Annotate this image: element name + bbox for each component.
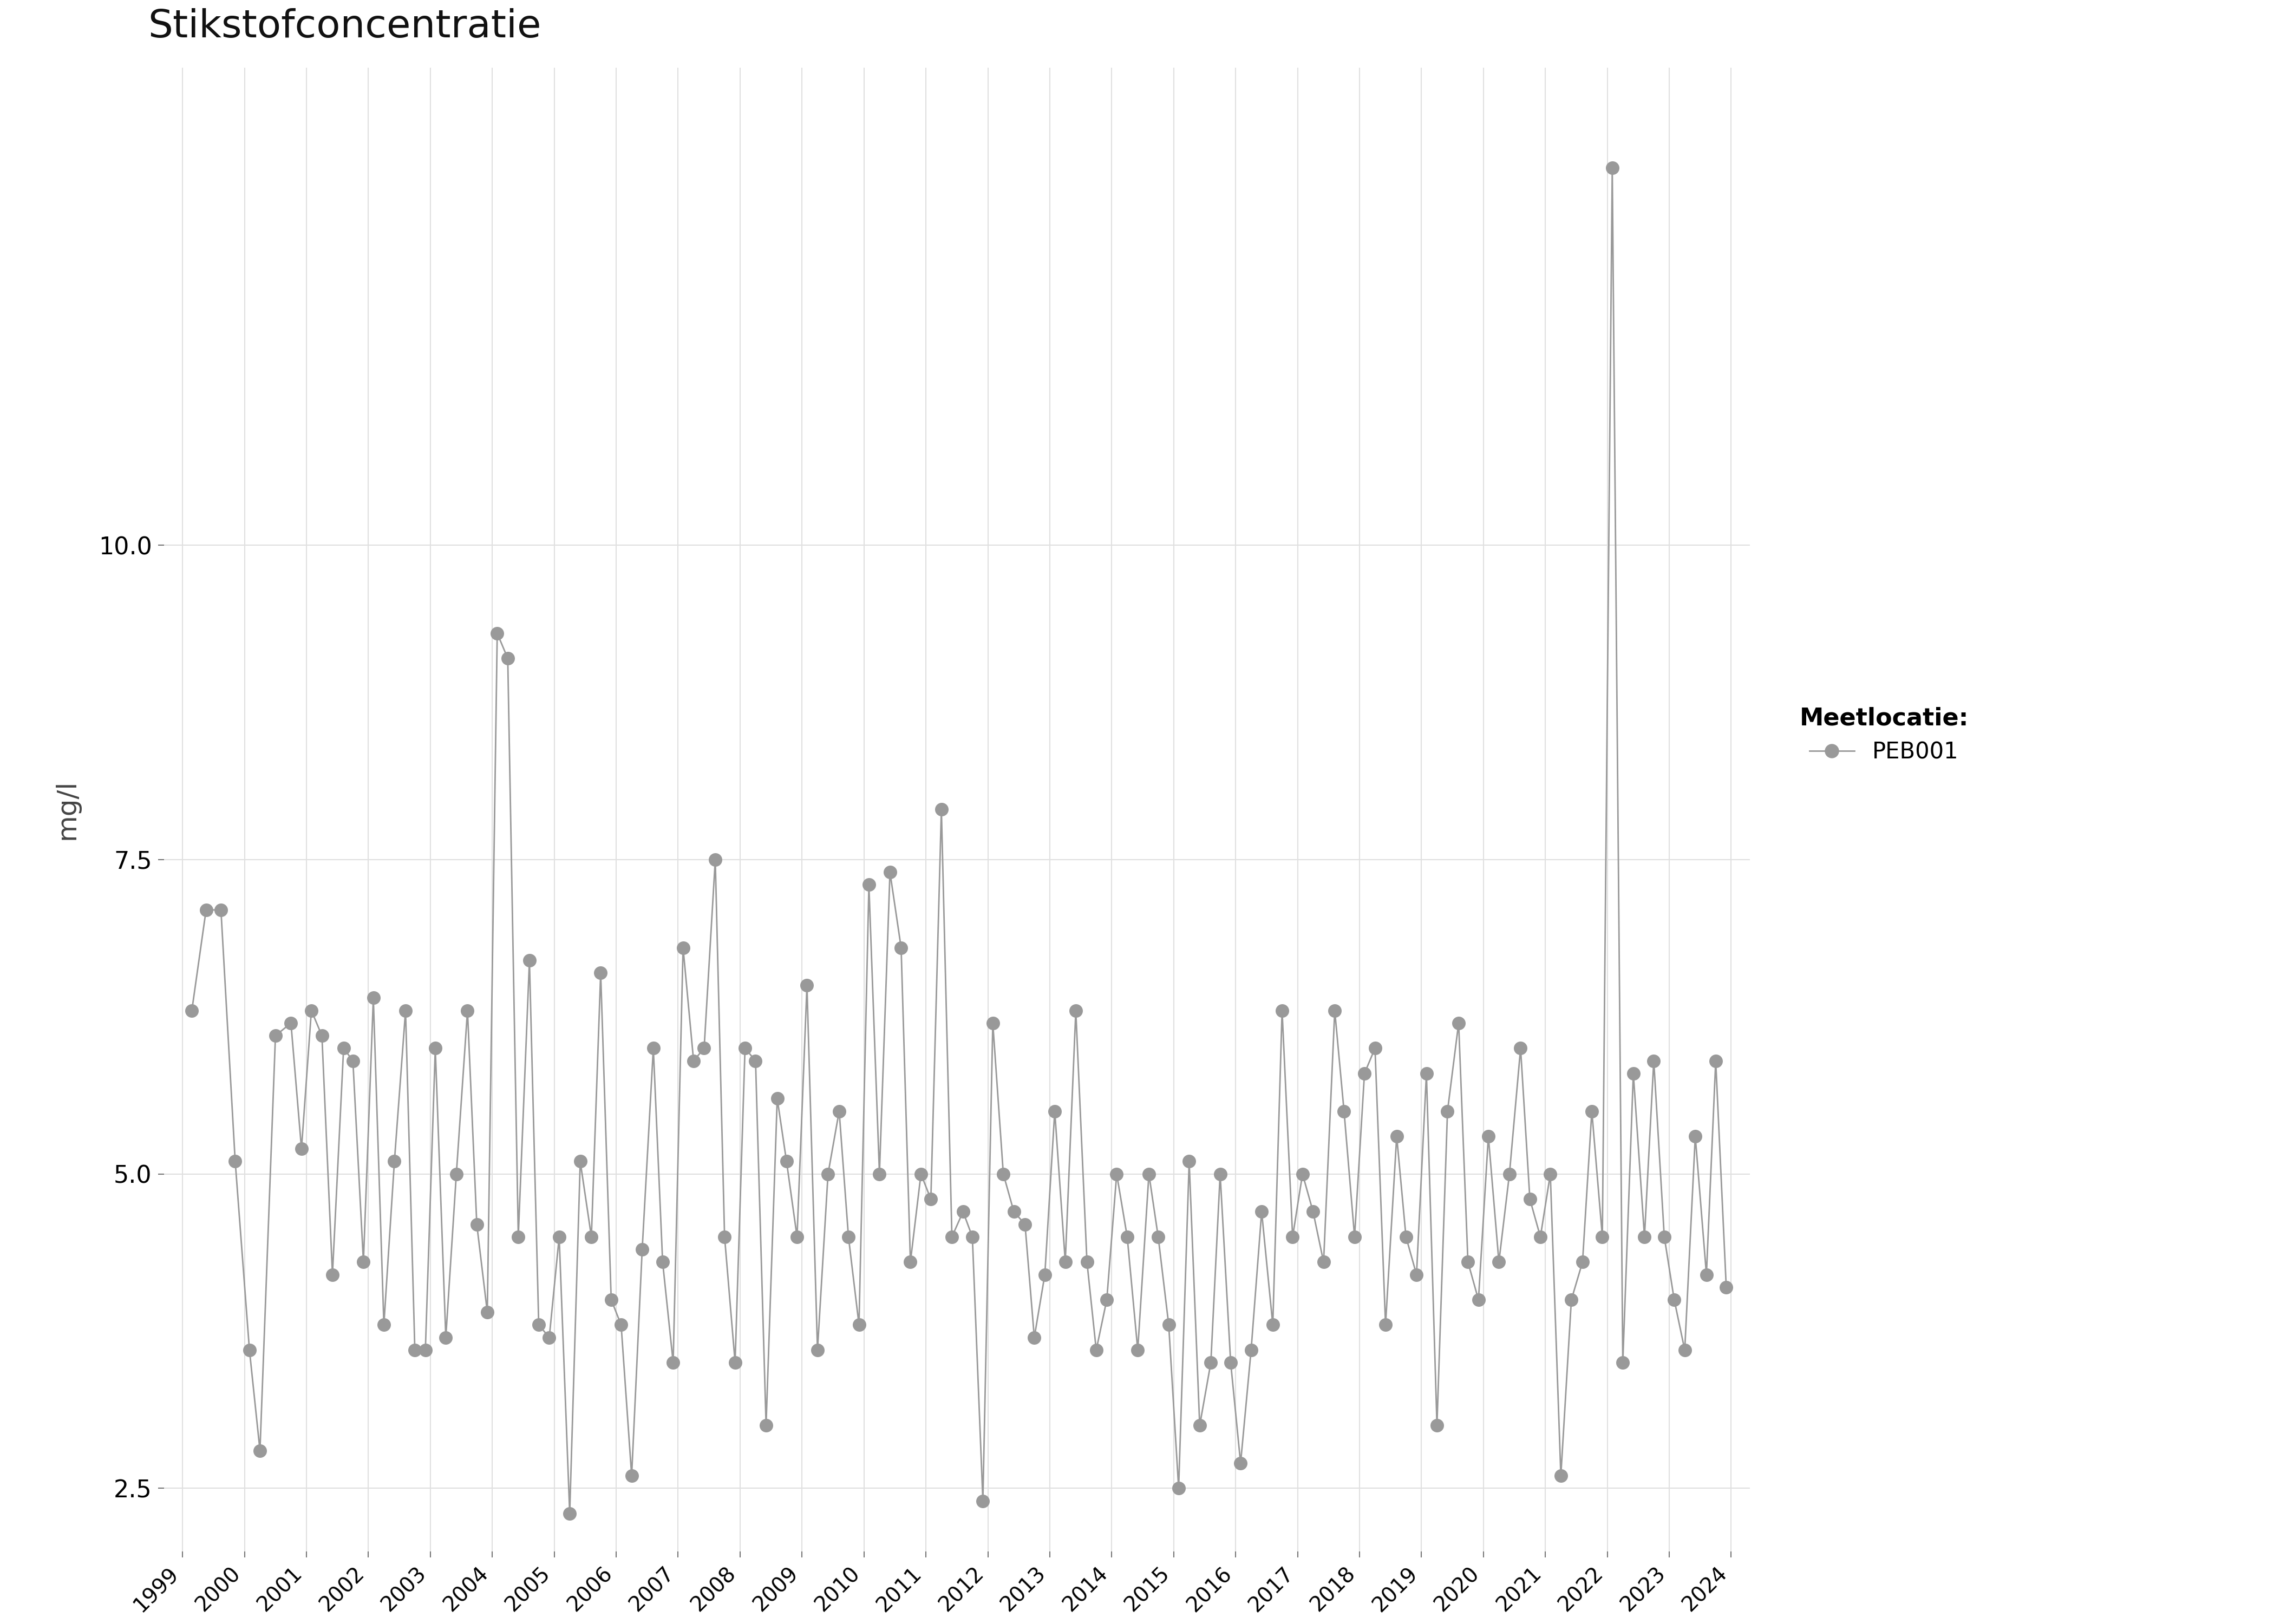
Legend: PEB001: PEB001	[1776, 684, 1992, 786]
Text: Stikstofconcentratie: Stikstofconcentratie	[148, 8, 541, 45]
Y-axis label: mg/l: mg/l	[55, 780, 80, 840]
